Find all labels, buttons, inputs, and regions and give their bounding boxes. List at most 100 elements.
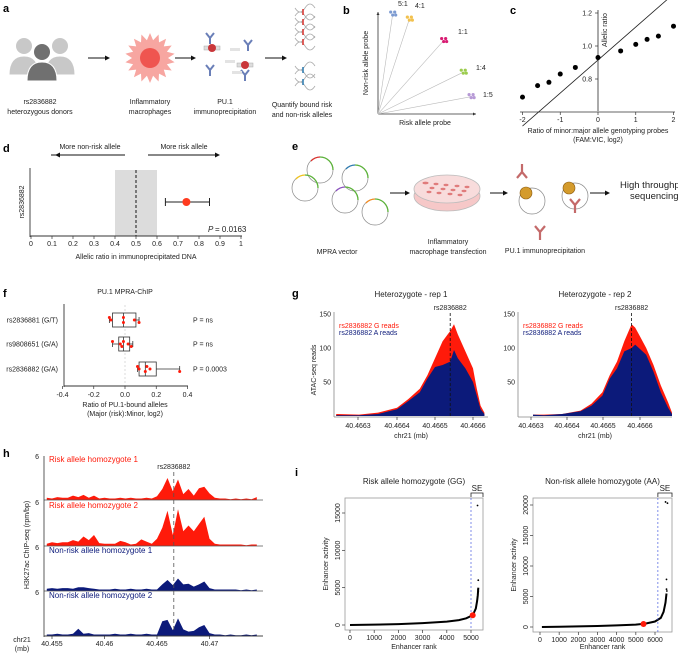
data-point xyxy=(644,36,650,42)
a-reads-area xyxy=(533,344,672,416)
person-body xyxy=(26,61,58,82)
macrophage-label: macrophages xyxy=(129,109,172,116)
cell xyxy=(440,187,446,191)
left-arrow-icon xyxy=(51,152,125,158)
enhancer-curve xyxy=(349,587,480,626)
data-point xyxy=(132,318,136,322)
chart-title: Non-risk allele homozygote (AA) xyxy=(545,477,660,486)
p-value: P = 0.0003 xyxy=(193,367,227,374)
data-point xyxy=(546,79,552,85)
x-tick-label: 40.4666 xyxy=(460,423,485,430)
x-tick-label: 40.4664 xyxy=(554,423,579,430)
cluster-point xyxy=(389,10,393,14)
chart-title: PU.1 MPRA-ChIP xyxy=(97,289,153,296)
y-axis-label: H3K27ac ChIP-seq (rpm/bp) xyxy=(24,501,31,589)
panel-d-chart: More non-risk allele More risk allele 0 0.1… xyxy=(19,144,247,261)
chart-title: Heterozygote - rep 2 xyxy=(559,290,632,299)
outlier-point xyxy=(477,589,479,591)
cluster-point xyxy=(471,93,475,97)
y-axis-label: Enhancer activity xyxy=(323,537,330,591)
x-tick-label: 1000 xyxy=(551,637,567,644)
signal-area xyxy=(46,578,257,591)
x-tick-label: 4000 xyxy=(609,637,625,644)
x-tick-label: 0.6 xyxy=(152,241,162,248)
x-tick-label: 0 xyxy=(29,241,33,248)
se-label: SE xyxy=(660,484,671,493)
outlier-point xyxy=(477,579,480,582)
x-tick-label: 0 xyxy=(538,637,542,644)
y-axis-label: Enhancer activity xyxy=(511,538,518,592)
cell xyxy=(464,185,470,189)
x-tick-label: 4000 xyxy=(439,635,455,642)
track-label: Non-risk allele homozygote 1 xyxy=(49,546,153,555)
y-max-label: 6 xyxy=(35,454,39,461)
x-axis-label: (mb) xyxy=(15,646,29,653)
plasmid-barcode xyxy=(310,156,321,162)
cluster-ray xyxy=(377,96,472,115)
data-point xyxy=(145,365,149,368)
snp-label: rs2836882 xyxy=(615,305,648,312)
cluster-label: 4:1 xyxy=(415,3,425,10)
data-point xyxy=(137,367,141,371)
cluster-point xyxy=(442,39,446,44)
outlier-point xyxy=(476,504,479,507)
cluster-point xyxy=(472,96,476,100)
panel-i1-chart: Risk allele homozygote (GG) 0 1000 2000 3000… xyxy=(323,477,484,651)
person-head xyxy=(16,38,32,54)
outlier-point xyxy=(665,588,668,591)
y-tick-label: 100 xyxy=(319,346,331,353)
panel-a: rs2836882 heterozygous donors Inflammatory… xyxy=(7,3,333,119)
data-point xyxy=(121,340,125,343)
row-label: rs2836882 (G/A) xyxy=(6,367,58,374)
plasmid-icon xyxy=(291,174,319,202)
x-tick-label: 0 xyxy=(348,635,352,642)
right-arrow-icon xyxy=(148,152,220,158)
p-value: P = ns xyxy=(193,342,213,349)
x-tick-label: 40.4664 xyxy=(384,423,409,430)
p-value: = 0.0163 xyxy=(215,225,247,234)
donors-label: rs2836882 xyxy=(23,99,56,106)
y-max-label: 6 xyxy=(35,590,39,597)
plasmid-ring xyxy=(518,187,546,215)
cell xyxy=(447,192,453,196)
dna-icon xyxy=(294,3,316,91)
y-tick-label: 1.0 xyxy=(582,44,592,51)
x-axis-label: Allelic ratio in immunoprecipitated DNA xyxy=(76,254,197,261)
x-tick-label: 40.4663 xyxy=(518,423,543,430)
culture-dish-icon xyxy=(413,174,481,212)
chart-title: Risk allele homozygote (GG) xyxy=(363,477,466,486)
p-value: P = ns xyxy=(193,318,213,325)
cluster-point xyxy=(410,18,414,22)
cell xyxy=(429,186,435,190)
plasmid-insert xyxy=(354,164,369,179)
arrow-icon xyxy=(265,55,287,61)
x-tick-label: 3000 xyxy=(590,637,606,644)
dna-helix xyxy=(294,33,316,51)
ip-label: immunoprecipitation xyxy=(194,109,257,116)
x-axis-label: chr21 xyxy=(13,637,31,644)
x-tick-label: -0.2 xyxy=(88,392,100,399)
panel-i2-chart: Non-risk allele homozygote (AA) 0 1000 2000… xyxy=(511,477,673,651)
y-tick-label: 15000 xyxy=(523,526,530,546)
data-point xyxy=(118,342,122,346)
cell xyxy=(457,193,463,197)
antibody xyxy=(534,225,546,240)
plasmid-barcode xyxy=(335,186,346,192)
signal-area xyxy=(46,509,257,546)
x-tick-label: 2 xyxy=(672,117,676,124)
y-axis-label: Non-risk allele probe xyxy=(363,31,370,95)
panel-e: High throughputsequencing MPRA vector Infl… xyxy=(291,156,678,256)
panel-label-c: c xyxy=(510,5,516,17)
cell xyxy=(423,181,429,185)
macrophage-icon xyxy=(125,33,175,83)
data-point xyxy=(143,370,147,373)
arrow-head xyxy=(605,190,610,196)
x-tick-label: 40.455 xyxy=(41,641,63,648)
data-point xyxy=(671,23,676,29)
signal-area xyxy=(46,478,257,500)
arrow-icon xyxy=(175,55,196,61)
panel-label-b: b xyxy=(343,5,350,17)
quantify-label: Quantify bound risk xyxy=(272,102,333,109)
enhancer-curve xyxy=(541,593,668,628)
data-point xyxy=(120,345,124,348)
